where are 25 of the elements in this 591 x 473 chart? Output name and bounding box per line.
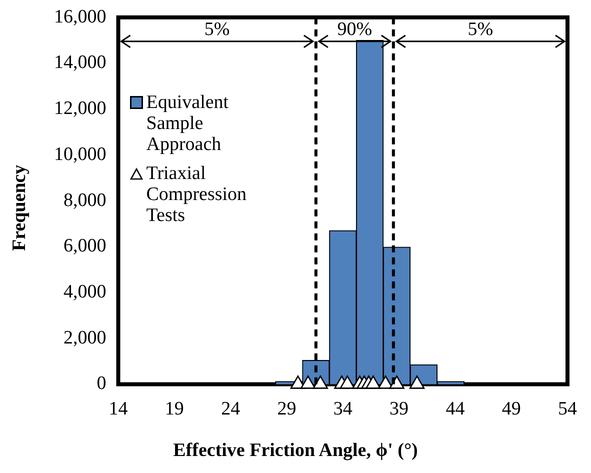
- x-tick-label: 29: [277, 398, 296, 420]
- x-tick-label: 34: [333, 398, 353, 420]
- y-tick-label: 4,000: [64, 281, 106, 302]
- x-tick-label: 19: [164, 398, 184, 420]
- x-tick-label: 14: [108, 398, 128, 420]
- legend-label: Equivalent Sample Approach: [146, 92, 230, 156]
- legend-label: Triaxial Compression Tests: [146, 163, 248, 226]
- y-tick-label: 14,000: [54, 52, 106, 74]
- x-axis-title: Effective Friction Angle, ϕ' (°): [172, 440, 419, 462]
- y-tick-label: 6,000: [64, 236, 106, 257]
- y-tick-label: 10,000: [54, 144, 106, 165]
- annotation: 5%: [204, 19, 230, 40]
- y-tick-label: 12,000: [54, 98, 106, 120]
- y-axis-title: Frequency: [9, 164, 31, 251]
- x-tick-label: 54: [558, 398, 578, 420]
- annotation: 90%: [337, 19, 372, 40]
- annotation: 5%: [468, 19, 494, 40]
- x-tick-label: 39: [390, 398, 409, 420]
- y-tick-label: 16,000: [54, 6, 106, 28]
- x-tick-label: 24: [221, 398, 241, 420]
- y-tick-label: 2,000: [64, 327, 106, 348]
- x-tick-label: 49: [502, 398, 521, 420]
- y-tick-label: 0: [96, 373, 106, 394]
- x-tick-label: 44: [446, 398, 466, 420]
- y-tick-label: 8,000: [64, 190, 106, 211]
